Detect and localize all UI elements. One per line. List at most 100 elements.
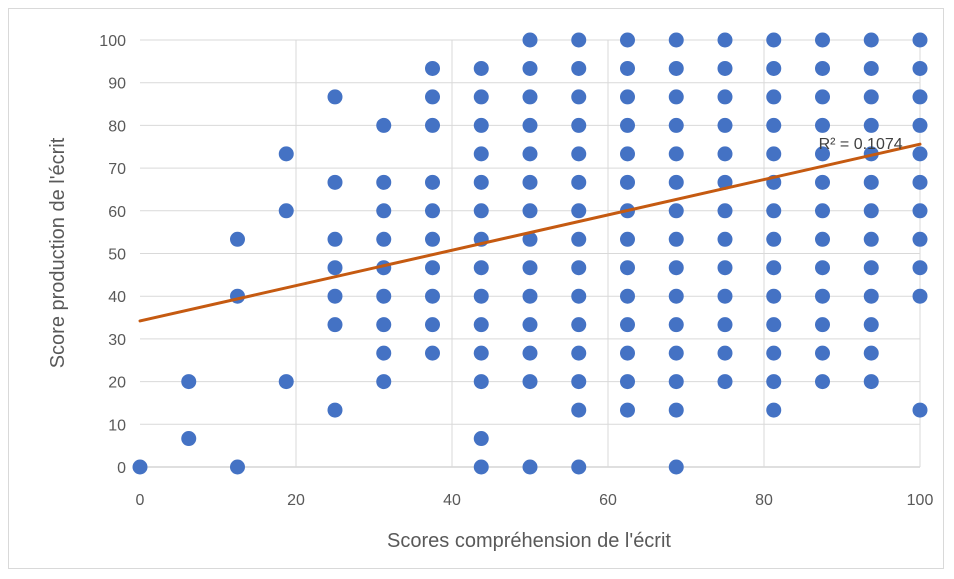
data-point (425, 60, 440, 76)
r-squared-label: R² = 0.1074 (819, 136, 903, 153)
data-point (668, 146, 684, 162)
y-axis-title: Score production de l'écrit (47, 137, 69, 368)
data-point (132, 459, 148, 475)
data-point (473, 317, 489, 333)
x-tick-label: 40 (443, 492, 461, 509)
data-point (522, 117, 538, 133)
data-point (668, 231, 684, 247)
data-point (473, 203, 489, 219)
data-point (620, 60, 635, 76)
data-point (717, 117, 733, 133)
data-point (766, 60, 782, 76)
y-tick-label: 80 (108, 118, 126, 135)
data-point (522, 231, 538, 247)
data-point (327, 174, 343, 190)
data-point (863, 117, 879, 133)
data-point (668, 60, 684, 76)
data-point (522, 32, 538, 48)
data-point (522, 146, 538, 162)
data-point (863, 260, 879, 276)
data-point (815, 146, 830, 162)
data-points (132, 32, 928, 475)
data-point (815, 203, 830, 219)
data-point (863, 345, 879, 361)
x-tick-label: 80 (755, 492, 773, 509)
data-point (571, 32, 587, 48)
data-point (522, 60, 538, 76)
data-point (815, 374, 830, 390)
data-point (473, 459, 489, 475)
data-point (571, 317, 587, 333)
data-point (912, 32, 928, 48)
data-point (717, 374, 733, 390)
data-point (327, 260, 343, 276)
x-axis-title: Scores compréhension de l'écrit (387, 530, 671, 552)
y-tick-label: 100 (99, 33, 126, 50)
data-point (522, 89, 538, 105)
data-point (766, 260, 782, 276)
data-point (912, 60, 928, 76)
data-point (327, 288, 343, 304)
data-point (815, 174, 830, 190)
data-point (766, 288, 782, 304)
data-point (668, 260, 684, 276)
x-tick-label: 100 (907, 492, 934, 509)
data-point (620, 260, 635, 276)
data-point (522, 260, 538, 276)
data-point (912, 231, 928, 247)
y-tick-label: 0 (117, 460, 126, 477)
data-point (571, 345, 587, 361)
y-tick-label: 20 (108, 375, 126, 392)
data-point (717, 60, 733, 76)
data-point (815, 60, 830, 76)
data-point (668, 117, 684, 133)
data-point (473, 260, 489, 276)
data-point (376, 374, 392, 390)
data-point (571, 459, 587, 475)
data-point (717, 32, 733, 48)
data-point (766, 374, 782, 390)
y-tick-label: 40 (108, 289, 126, 306)
data-point (863, 317, 879, 333)
data-point (668, 345, 684, 361)
data-point (425, 260, 440, 276)
data-point (668, 374, 684, 390)
data-point (863, 89, 879, 105)
data-point (473, 146, 489, 162)
data-point (327, 231, 343, 247)
data-point (620, 89, 635, 105)
trendline (138, 142, 922, 323)
data-point (376, 288, 392, 304)
data-point (668, 174, 684, 190)
data-point (376, 117, 392, 133)
data-point (717, 288, 733, 304)
data-point (473, 60, 489, 76)
y-tick-label: 60 (108, 204, 126, 221)
data-point (668, 89, 684, 105)
data-point (815, 117, 830, 133)
data-point (522, 174, 538, 190)
data-point (327, 89, 343, 105)
x-tick-label: 20 (287, 492, 305, 509)
data-point (815, 345, 830, 361)
data-point (863, 288, 879, 304)
data-point (522, 203, 538, 219)
data-point (425, 203, 440, 219)
data-point (815, 89, 830, 105)
data-point (571, 174, 587, 190)
data-point (522, 288, 538, 304)
data-point (912, 174, 928, 190)
data-point (571, 374, 587, 390)
data-point (376, 174, 392, 190)
data-point (815, 260, 830, 276)
data-point (473, 288, 489, 304)
data-point (425, 89, 440, 105)
data-point (863, 374, 879, 390)
y-tick-label: 10 (108, 417, 126, 434)
data-point (522, 317, 538, 333)
data-point (425, 317, 440, 333)
data-point (815, 288, 830, 304)
data-point (571, 288, 587, 304)
data-point (863, 32, 879, 48)
data-point (717, 231, 733, 247)
